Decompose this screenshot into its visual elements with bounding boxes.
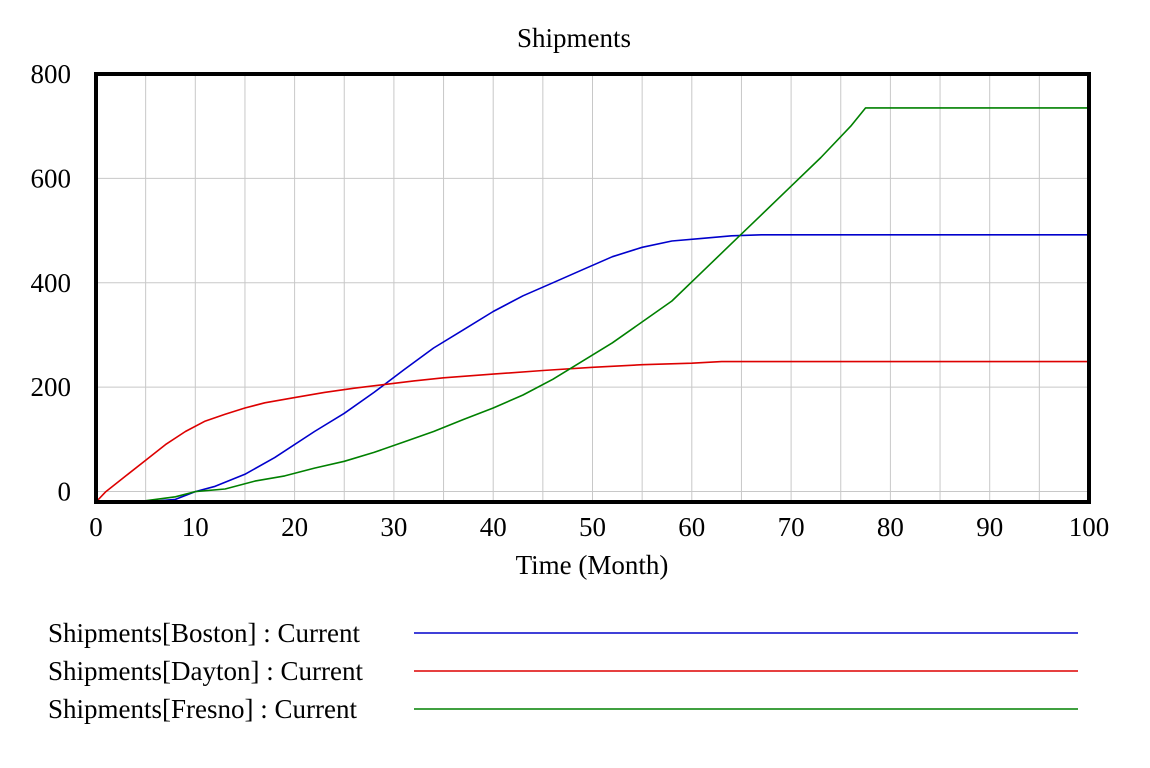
x-tick-label: 90 <box>976 512 1003 542</box>
grid <box>96 74 1089 502</box>
x-tick-label: 10 <box>182 512 209 542</box>
plot-frame <box>94 72 1091 504</box>
chart-title: Shipments <box>517 23 631 53</box>
y-tick-label: 400 <box>31 268 72 298</box>
legend: Shipments[Boston] : Current Shipments[Day… <box>48 618 1078 724</box>
legend-label: Shipments[Boston] : Current <box>48 618 360 648</box>
series-line-2 <box>96 107 1089 503</box>
series-lines <box>95 107 1089 503</box>
x-tick-label: 100 <box>1069 512 1110 542</box>
x-tick-label: 70 <box>778 512 805 542</box>
x-axis-ticks: 0 10 20 30 40 50 60 70 80 90 100 <box>89 512 1109 542</box>
x-tick-label: 50 <box>579 512 606 542</box>
y-tick-label: 200 <box>31 372 72 402</box>
x-tick-label: 30 <box>380 512 407 542</box>
series-line-0 <box>96 234 1089 503</box>
x-tick-label: 80 <box>877 512 904 542</box>
x-tick-label: 60 <box>678 512 705 542</box>
x-tick-label: 0 <box>89 512 103 542</box>
y-tick-label: 600 <box>31 163 72 193</box>
legend-label: Shipments[Fresno] : Current <box>48 694 357 724</box>
y-tick-label: 800 <box>31 59 72 89</box>
y-axis-ticks: 0 200 400 600 800 <box>31 59 72 507</box>
x-axis-label: Time (Month) <box>516 550 669 580</box>
x-tick-label: 20 <box>281 512 308 542</box>
x-tick-label: 40 <box>480 512 507 542</box>
series-line-1 <box>95 360 1089 503</box>
legend-label: Shipments[Dayton] : Current <box>48 656 363 686</box>
y-tick-label: 0 <box>58 477 72 507</box>
